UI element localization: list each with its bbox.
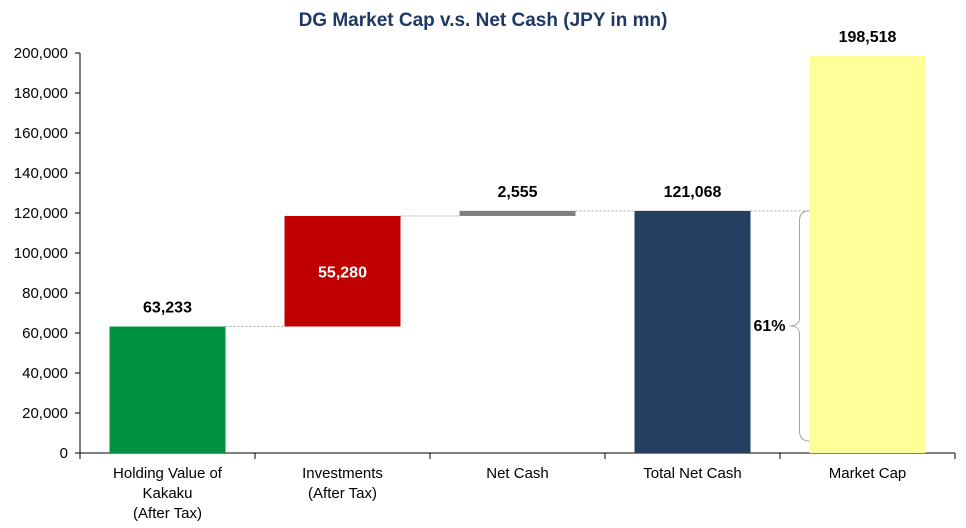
y-tick-label: 20,000 [22,405,68,422]
percent-annotation: 61% [753,210,810,442]
bars [109,55,926,454]
category-label: Market Cap [829,465,907,482]
data-label: 63,233 [143,300,192,317]
category-label: Total Net Cash [643,465,741,482]
category-labels: Holding Value of Kakaku (After Tax) Investm… [113,465,906,522]
connector-lines [225,210,810,328]
bracket [789,210,810,442]
y-tick-label: 100,000 [14,245,68,262]
bar [284,215,401,327]
category-label: Investments [302,465,383,482]
data-label: 2,555 [497,184,537,201]
bar [809,55,926,454]
y-tick-label: 40,000 [22,365,68,382]
bar [459,210,576,216]
y-tick-label: 120,000 [14,205,68,222]
bar [634,210,751,453]
y-tick-label: 140,000 [14,165,68,182]
y-tick-label: 160,000 [14,125,68,142]
data-label: 198,518 [839,29,897,46]
percent-label: 61% [753,318,785,335]
category-label: Holding Value of [113,465,223,482]
category-label: (After Tax) [308,485,377,502]
category-label: (After Tax) [133,505,202,522]
bar [109,326,226,453]
y-tick-label: 0 [60,445,68,462]
data-label: 121,068 [664,184,722,201]
chart-title: DG Market Cap v.s. Net Cash (JPY in mn) [299,10,668,31]
y-tick-label: 200,000 [14,45,68,62]
axes: 0 20,000 40,000 60,000 80,000 100,000 120,000 1… [14,45,956,462]
category-label: Net Cash [486,465,549,482]
y-tick-label: 60,000 [22,325,68,342]
data-labels: 63,233 55,280 2,555 121,068 198,518 [143,29,896,317]
y-tick-label: 180,000 [14,85,68,102]
category-label: Kakaku [142,485,192,502]
data-label: 55,280 [318,264,367,281]
y-tick-label: 80,000 [22,285,68,302]
